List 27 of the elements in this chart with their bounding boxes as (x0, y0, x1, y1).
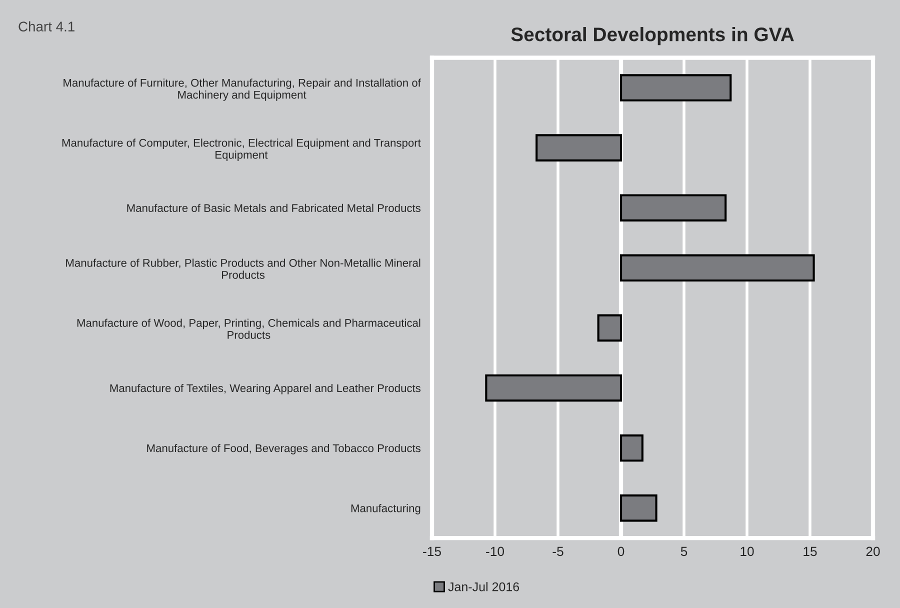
y-tick-label: Manufacture of Rubber, Plastic Products and Other Non-Metallic Mineral Products (66, 258, 420, 279)
legend-label: Jan-Jul 2016 (448, 582, 520, 592)
bar (620, 194, 727, 222)
bar (620, 254, 815, 282)
caption: Chart 4.1 (18, 21, 74, 32)
bar (620, 74, 732, 102)
y-tick-label: Manufacture of Food, Beverages and Tobacco Products (147, 444, 421, 454)
bar (536, 134, 622, 162)
y-tick-label: Manufacture of Textiles, Wearing Apparel and Leather Products (110, 384, 421, 394)
y-tick-label: Manufacture of Wood, Paper, Printing, Chemicals and Pharmaceutical Products (77, 318, 420, 339)
chart-title: Sectoral Developments in GVA (511, 27, 794, 46)
bar (620, 434, 644, 462)
x-tick-label: 15 (804, 546, 817, 556)
x-tick-label: 20 (866, 546, 880, 556)
y-tick-label: Manufacture of Computer, Electronic, Electrical Equipment and Transport Equipment (62, 138, 421, 161)
x-tick-label: 10 (740, 546, 754, 556)
bar (620, 494, 658, 522)
y-tick-label: Manufacture of Furniture, Other Manufacturing, Repair and Installation of Machinery and Equipment (64, 78, 421, 101)
x-tick-label: -5 (552, 546, 564, 556)
x-tick-label: 0 (618, 546, 624, 556)
y-tick-label: Manufacture of Basic Metals and Fabricated Metal Products (127, 204, 421, 212)
bar (485, 374, 622, 402)
x-tick-label: -10 (486, 546, 504, 556)
x-tick-label: 5 (680, 546, 688, 556)
x-tick-label: -15 (423, 546, 441, 556)
y-tick-label: Manufacturing (351, 504, 420, 514)
bar (597, 314, 622, 342)
